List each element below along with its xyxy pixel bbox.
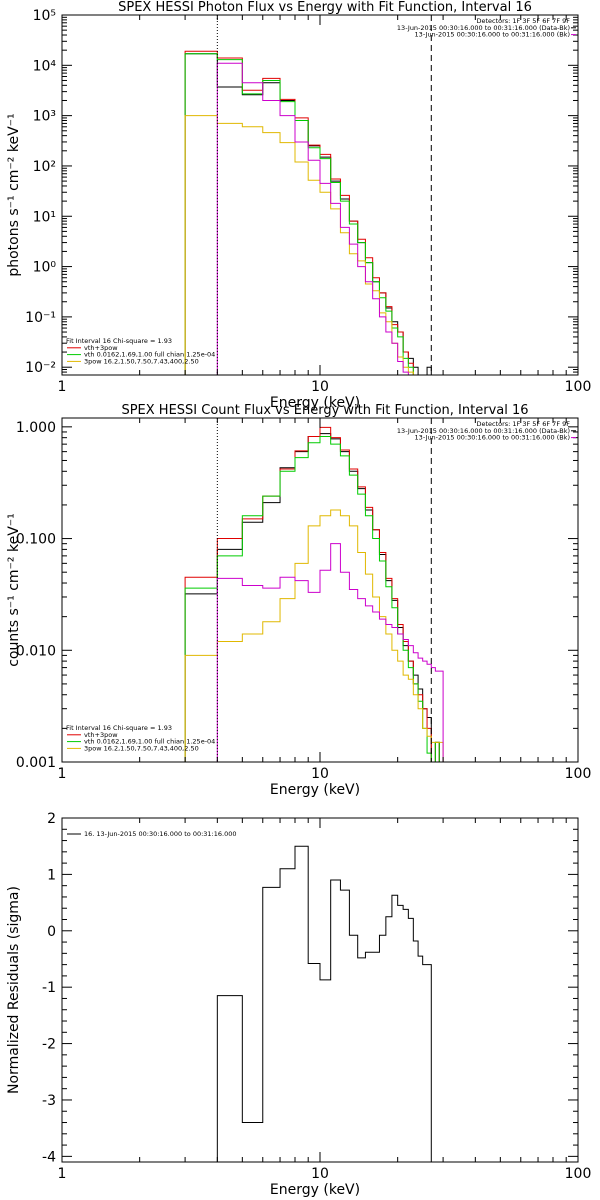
- legend-entry: 3pow 16.2,1.50,7.50,7.43,400,2.50: [84, 357, 199, 365]
- legend-entry: 3pow 16.2,1.50,7.50,7.43,400,2.50: [84, 744, 199, 752]
- y-axis-label: photons s⁻¹ cm⁻² keV⁻¹: [6, 113, 22, 276]
- chart-title: SPEX HESSI Count Flux vs Energy with Fit…: [121, 403, 528, 418]
- plot-frame: [61, 817, 579, 1163]
- chart-panel-1: 1 10 100 10⁻² 10⁻¹ 10⁰ 10¹ 10² 10³ 10⁴ 10⁵ SPEX HES…: [6, 0, 591, 411]
- y-tick-label: 0.100: [16, 532, 56, 548]
- series-red: [184, 50, 444, 375]
- series-red: [184, 426, 444, 762]
- legend-entry: Fit Interval 16 Chi-square = 1.93: [66, 724, 172, 732]
- x-tick-label: 100: [565, 1166, 592, 1182]
- y-tick-label: -4: [42, 1149, 56, 1165]
- info-line: 13-Jun-2015 00:30:16.000 to 00:31:16.000…: [415, 31, 570, 39]
- y-tick-label: 10²: [33, 159, 56, 175]
- series-residuals: [216, 845, 432, 1162]
- x-tick-label: 10: [311, 766, 329, 782]
- y-axis-label: Normalized Residuals (sigma): [6, 886, 22, 1094]
- y-tick-label: 1.000: [16, 420, 56, 436]
- x-axis-label: Energy (keV): [270, 395, 360, 411]
- series-green: [184, 435, 444, 762]
- legend-entry: vth 0.0162,1.69,1.00 full chian 1.25e-04: [84, 351, 215, 359]
- y-tick-label: 0.001: [16, 755, 56, 771]
- info-line: 13-Jun-2015 00:30:16.000 to 00:31:16.000…: [397, 24, 570, 32]
- x-tick-label: 1: [58, 379, 67, 395]
- y-tick-label: 10⁴: [33, 58, 57, 74]
- chart-title: SPEX HESSI Photon Flux vs Energy with Fi…: [118, 0, 532, 15]
- y-tick-label: 1: [47, 867, 56, 883]
- plot-frame: [61, 14, 579, 376]
- series-black: [184, 433, 444, 762]
- chart-panel-3: 1 10 100 -4 -3 -2 -1 0 1 2 Energy (keV) Normalized …: [6, 811, 591, 1198]
- chart-panel-2: 1 10 100 0.001 0.010 0.100 1.000 SPEX HESSI Cou…: [6, 403, 591, 798]
- series-magenta: [216, 62, 444, 375]
- y-tick-label: 0: [47, 924, 56, 940]
- legend-entry: Fit Interval 16 Chi-square = 1.93: [66, 337, 172, 345]
- info-line: 13-Jun-2015 00:30:16.000 to 00:31:16.000…: [397, 427, 570, 435]
- y-tick-label: 10¹: [33, 209, 56, 225]
- y-axis-label: counts s⁻¹ cm⁻² keV⁻¹: [6, 513, 22, 667]
- y-tick-label: 10⁵: [33, 8, 56, 24]
- legend-entry: vth 0.0162,1.69,1.00 full chian 1.25e-04: [84, 738, 215, 746]
- x-axis-label: Energy (keV): [270, 1182, 360, 1198]
- y-tick-label: -1: [42, 980, 56, 996]
- y-tick-label: -2: [42, 1037, 56, 1053]
- x-tick-label: 100: [565, 766, 592, 782]
- series-yellow: [184, 509, 444, 762]
- x-tick-label: 1: [58, 766, 67, 782]
- y-tick-label: 10³: [33, 109, 56, 125]
- series-magenta: [216, 543, 444, 762]
- info-line: 13-Jun-2015 00:30:16.000 to 00:31:16.000…: [415, 434, 570, 442]
- x-tick-label: 1: [58, 1166, 67, 1182]
- series-yellow: [184, 115, 444, 375]
- legend-entry: vth+3pow: [84, 731, 118, 739]
- x-tick-label: 10: [311, 1166, 329, 1182]
- x-tick-label: 100: [565, 379, 592, 395]
- x-tick-label: 10: [311, 379, 329, 395]
- x-axis-label: Energy (keV): [270, 782, 360, 798]
- series-green: [184, 53, 444, 375]
- y-tick-label: 10⁻²: [25, 360, 56, 376]
- legend-entry: vth+3pow: [84, 344, 118, 352]
- y-tick-label: 10⁻¹: [25, 310, 56, 326]
- info-line: Detectors: 1F 3F 5F 6F 7F 9F: [476, 17, 570, 25]
- y-tick-label: 2: [47, 811, 56, 827]
- y-tick-label: -3: [42, 1093, 56, 1109]
- legend-entry: 16. 13-Jun-2015 00:30:16.000 to 00:31:16…: [84, 830, 236, 838]
- info-line: Detectors: 1F 3F 5F 6F 7F 9F: [476, 420, 570, 428]
- series-black: [184, 53, 444, 375]
- y-tick-label: 10⁰: [33, 260, 57, 276]
- y-tick-label: 0.010: [16, 643, 56, 659]
